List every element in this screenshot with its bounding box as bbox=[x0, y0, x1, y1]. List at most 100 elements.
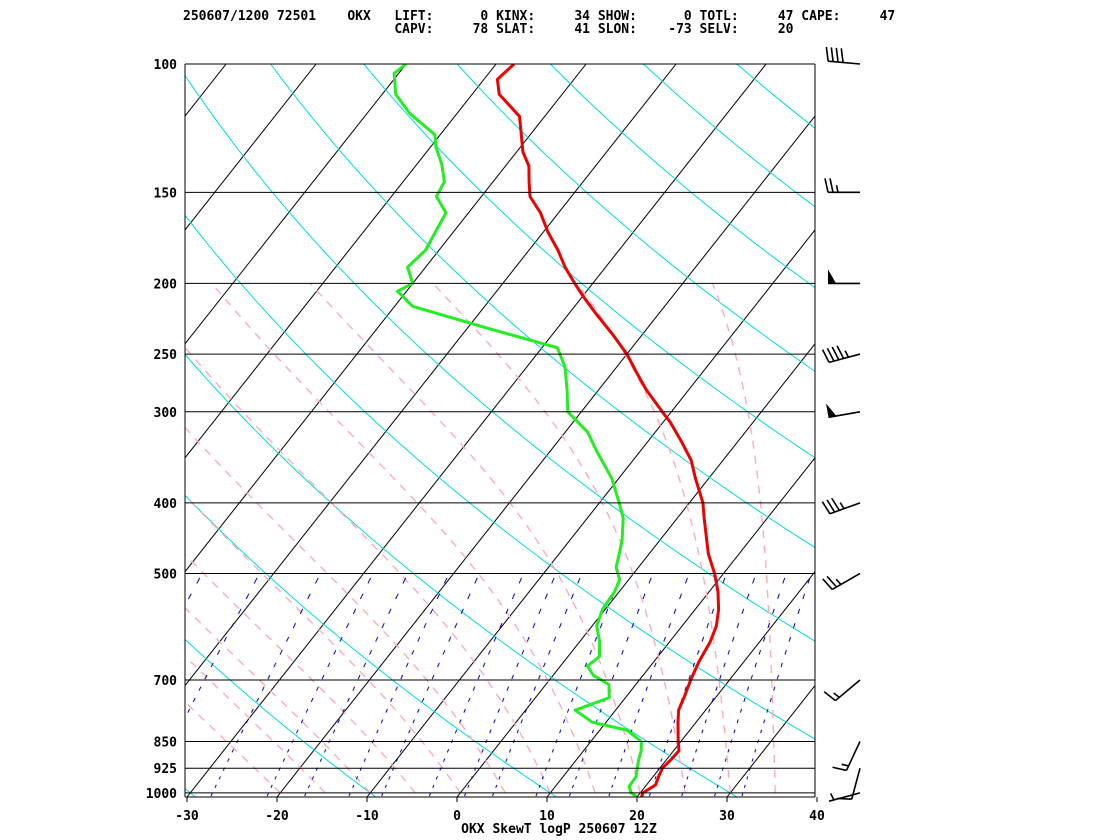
mixing-ratio-segment bbox=[750, 674, 753, 680]
mixing-ratio-segment bbox=[696, 649, 700, 655]
mixing-ratio-segment bbox=[363, 662, 367, 668]
mixing-ratio-segment bbox=[245, 593, 250, 600]
mixing-ratio-segment bbox=[454, 729, 458, 734]
mixing-ratio-segment bbox=[227, 758, 230, 762]
isotherm-line bbox=[185, 64, 497, 459]
wind-barb bbox=[821, 497, 861, 515]
mixing-ratio-segment bbox=[459, 719, 462, 724]
mixing-ratio-segment bbox=[518, 577, 523, 584]
mixing-ratio-segment bbox=[342, 708, 345, 713]
mixing-ratio-segment bbox=[352, 686, 356, 691]
mixing-ratio-segment bbox=[210, 793, 213, 797]
mixing-ratio-segment bbox=[400, 674, 404, 680]
mixing-ratio-segment bbox=[695, 749, 698, 753]
mixing-ratio-segment bbox=[316, 686, 319, 691]
x-tick-label: 0 bbox=[453, 809, 461, 824]
mixing-ratio-segment bbox=[443, 758, 446, 762]
mixing-ratio-segment bbox=[333, 649, 337, 655]
mixing-ratio-segment bbox=[237, 608, 242, 615]
mixing-ratio-segment bbox=[245, 719, 249, 724]
mixing-ratio-segment bbox=[395, 758, 399, 762]
dry-adiabat-line bbox=[642, 64, 815, 208]
mixing-ratio-segment bbox=[93, 776, 95, 779]
mixing-ratio-segment bbox=[684, 577, 688, 584]
mixing-ratio-segment bbox=[84, 793, 85, 796]
wind-barb bbox=[837, 768, 861, 800]
mixing-ratio-segment bbox=[463, 708, 466, 713]
mixing-ratio-segment bbox=[668, 623, 672, 629]
mixing-ratio-segment bbox=[311, 776, 315, 780]
mixing-ratio-segment bbox=[569, 793, 571, 797]
mixing-ratio-segment bbox=[724, 758, 727, 762]
mixing-ratio-segment bbox=[784, 649, 787, 655]
mixing-ratio-segment bbox=[357, 674, 361, 680]
mixing-ratio-segment bbox=[467, 593, 471, 600]
mixing-ratio-segment bbox=[788, 636, 792, 642]
footer-title: OKX SkewT logP 250607 12Z bbox=[461, 822, 657, 837]
mixing-ratio-segment bbox=[719, 674, 722, 680]
mixing-ratio-segment bbox=[493, 719, 496, 724]
moist-adiabat-line bbox=[309, 282, 641, 794]
mixing-ratio-segment bbox=[182, 719, 184, 723]
wind-barb bbox=[825, 46, 861, 65]
mixing-ratio-segment bbox=[736, 719, 739, 724]
mixing-ratio-segment bbox=[442, 649, 446, 655]
mixing-ratio-segment bbox=[542, 662, 546, 668]
mixing-ratio-segment bbox=[577, 577, 581, 584]
mixing-ratio-segment bbox=[692, 758, 695, 762]
mixing-ratio-segment bbox=[715, 686, 718, 691]
mixing-ratio-segment bbox=[498, 776, 501, 780]
mixing-ratio-segment bbox=[464, 793, 467, 797]
mixing-ratio-segment bbox=[636, 608, 640, 615]
mixing-ratio-segment bbox=[299, 608, 304, 615]
mixing-ratio-segment bbox=[605, 608, 609, 615]
wind-barb bbox=[832, 741, 861, 772]
dry-adiabat-line bbox=[363, 64, 815, 459]
mixing-ratio-segment bbox=[270, 784, 273, 789]
mixing-ratio-segment bbox=[663, 749, 666, 753]
mixing-ratio-segment bbox=[704, 719, 707, 724]
mixing-ratio-segment bbox=[408, 729, 411, 734]
mixing-ratio-segment bbox=[448, 636, 452, 642]
mixing-ratio-segment bbox=[472, 686, 476, 691]
mixing-ratio-segment bbox=[633, 719, 637, 724]
mixing-ratio-segment bbox=[146, 675, 148, 679]
mixing-ratio-segment bbox=[435, 776, 438, 780]
mixing-ratio-segment bbox=[741, 793, 744, 797]
mixing-ratio-segment bbox=[385, 708, 388, 713]
mixing-ratio-segment bbox=[599, 623, 603, 629]
mixing-ratio-segment bbox=[210, 662, 214, 668]
mixing-ratio-segment bbox=[267, 674, 271, 680]
mixing-ratio-segment bbox=[591, 729, 595, 734]
x-tick-label: -20 bbox=[265, 809, 289, 824]
mixing-ratio-segment bbox=[506, 686, 510, 691]
mixing-ratio-segment bbox=[214, 784, 217, 789]
mixing-ratio-segment bbox=[417, 708, 420, 713]
header-line-1: 250607/1200 72501 OKX LIFT: 0 KINX: 34 S… bbox=[183, 9, 896, 24]
mixing-ratio-segment bbox=[296, 729, 299, 734]
dry-adiabat-line bbox=[185, 787, 196, 797]
sounding-header: 250607/1200 72501 OKX LIFT: 0 KINX: 34 S… bbox=[183, 10, 895, 36]
mixing-ratio-segment bbox=[551, 749, 554, 753]
mixing-ratio-segment bbox=[497, 708, 500, 713]
mixing-ratio-segment bbox=[315, 577, 319, 584]
mixing-ratio-segment bbox=[359, 593, 364, 600]
mixing-ratio-segment bbox=[443, 577, 448, 584]
moist-adiabat-line bbox=[185, 494, 461, 794]
mixing-ratio-segment bbox=[261, 686, 265, 691]
mixing-ratio-segment bbox=[719, 776, 722, 780]
mixing-ratio-segment bbox=[575, 776, 578, 780]
mixing-ratio-segment bbox=[570, 593, 574, 600]
mixing-ratio-segment bbox=[348, 793, 351, 797]
mixing-ratio-segment bbox=[307, 593, 311, 600]
mixing-ratio-segment bbox=[511, 674, 514, 680]
mixing-ratio-segment bbox=[159, 650, 161, 654]
mixing-ratio-segment bbox=[482, 662, 486, 668]
mixing-ratio-segment bbox=[722, 577, 726, 584]
mixing-ratio-segment bbox=[660, 758, 663, 762]
mixing-ratio-segment bbox=[367, 577, 372, 584]
mixing-ratio-segment bbox=[89, 785, 91, 788]
mixing-ratio-segment bbox=[727, 649, 730, 655]
mixing-ratio-segment bbox=[163, 759, 165, 762]
mixing-ratio-segment bbox=[558, 622, 562, 629]
